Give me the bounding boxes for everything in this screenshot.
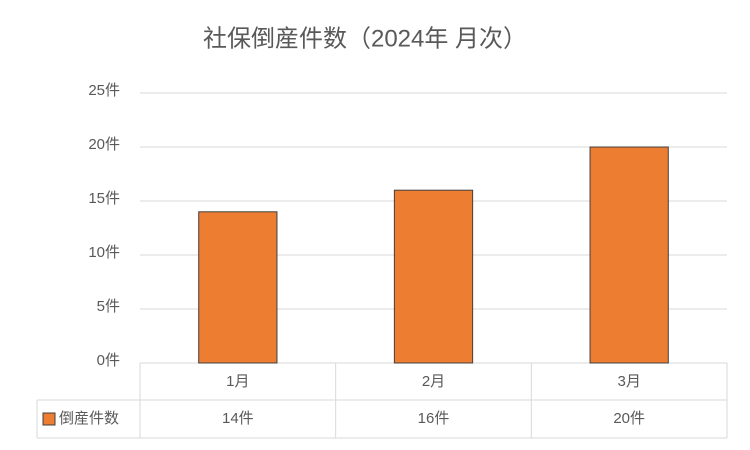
y-tick-label: 25件 bbox=[88, 82, 120, 99]
bar bbox=[393, 189, 474, 364]
y-tick-label: 5件 bbox=[97, 298, 120, 315]
x-tick-label: 2月 bbox=[422, 373, 445, 390]
y-tick-label: 10件 bbox=[88, 244, 120, 261]
x-tick-label: 3月 bbox=[617, 373, 640, 390]
y-tick-label: 20件 bbox=[88, 136, 120, 153]
table-value: 14件 bbox=[222, 410, 254, 427]
y-tick-label: 15件 bbox=[88, 190, 120, 207]
bar bbox=[589, 146, 669, 364]
legend-key bbox=[42, 412, 56, 426]
y-tick-label: 0件 bbox=[97, 352, 120, 369]
bar bbox=[198, 211, 278, 364]
chart-title: 社保倒産件数（2024年 月次） bbox=[203, 25, 527, 52]
table-value: 16件 bbox=[418, 410, 450, 427]
legend-label: 倒産件数 bbox=[59, 410, 119, 427]
table-value: 20件 bbox=[613, 410, 645, 427]
x-tick-label: 1月 bbox=[226, 373, 249, 390]
